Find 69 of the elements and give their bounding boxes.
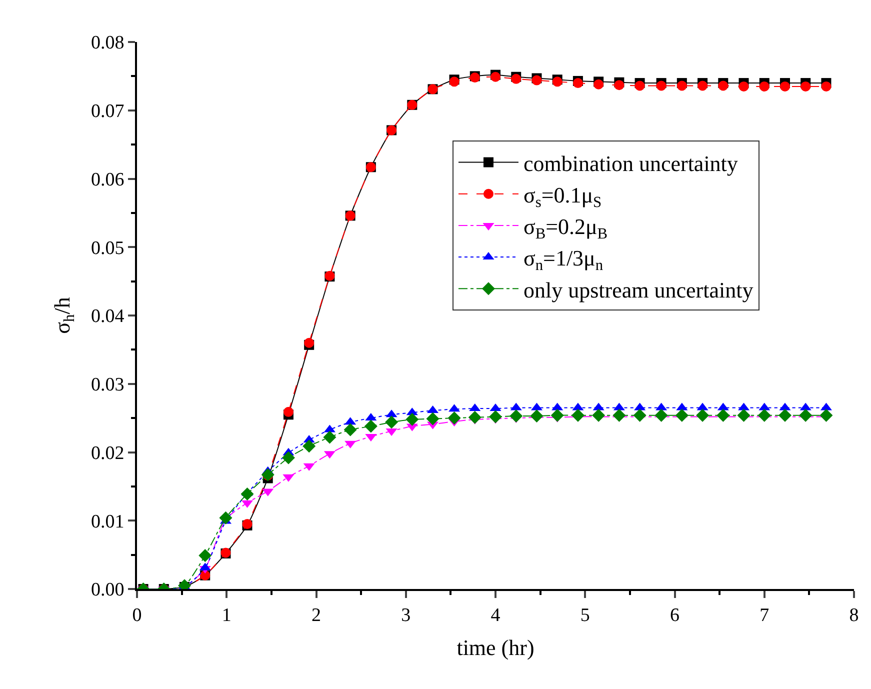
point	[738, 81, 749, 92]
point	[676, 80, 687, 91]
point	[219, 511, 232, 524]
point	[240, 487, 254, 500]
point	[799, 408, 812, 422]
y-tick-label: 0.08	[90, 32, 124, 54]
point	[489, 410, 502, 424]
y-tick-label: 0.00	[90, 580, 124, 601]
point	[344, 423, 357, 436]
legend-label: only upstream uncertainty	[523, 277, 754, 302]
point	[656, 80, 666, 91]
point	[468, 410, 482, 424]
y-tick-label: 0.02	[90, 442, 124, 464]
point	[594, 79, 604, 90]
point	[716, 408, 730, 422]
point	[302, 440, 316, 453]
x-tick-label: 3	[401, 604, 411, 626]
point	[261, 468, 274, 482]
x-tick-label: 4	[490, 604, 501, 626]
point	[510, 410, 523, 423]
point	[406, 412, 419, 426]
x-tick-label: 2	[312, 604, 321, 626]
y-tick-label: 0.03	[90, 374, 124, 396]
point	[448, 412, 461, 425]
legend-label: σ$_{B}$=0.2μ$_{B}$	[523, 214, 608, 243]
point	[530, 410, 544, 423]
point	[675, 408, 688, 422]
x-tick-label: 0	[132, 604, 142, 626]
point	[634, 80, 645, 91]
y-tick-label: 0.06	[90, 169, 124, 190]
point	[385, 416, 398, 429]
point	[283, 406, 294, 417]
point	[198, 549, 212, 562]
legend-label: combination uncertainty	[523, 150, 738, 176]
point	[633, 408, 646, 422]
point	[323, 430, 336, 444]
point	[737, 408, 750, 422]
point	[364, 420, 378, 433]
point	[654, 408, 668, 422]
point	[821, 81, 832, 92]
x-tick-label: 7	[760, 604, 770, 626]
y-tick-label: 0.04	[90, 306, 125, 328]
point	[696, 408, 710, 422]
point	[759, 81, 770, 92]
point	[780, 81, 790, 92]
point	[698, 80, 708, 91]
y-tick-label: 0.05	[90, 238, 124, 259]
x-tick-label: 5	[580, 604, 590, 626]
point	[758, 408, 771, 422]
y-tick-label: 0.07	[90, 101, 124, 122]
legend-label: σ$_{s}$=0.1μ$_{S}$	[523, 182, 602, 212]
point	[612, 408, 626, 422]
point	[426, 412, 440, 426]
point	[571, 408, 584, 422]
point	[550, 408, 564, 422]
point	[778, 408, 792, 422]
x-axis-title: time (hr)	[456, 635, 534, 660]
point	[572, 78, 583, 88]
x-tick-label: 6	[670, 604, 680, 626]
legend-label: σ$_{n}$=1/3μ$_{n}$	[523, 246, 604, 274]
point	[800, 81, 811, 92]
y-tick-label: 0.01	[90, 511, 124, 532]
point	[282, 451, 295, 464]
x-tick-label: 8	[849, 604, 859, 626]
point	[718, 80, 728, 91]
point	[592, 408, 606, 422]
point	[820, 408, 833, 422]
point	[614, 80, 624, 90]
x-tick-label: 1	[222, 604, 232, 626]
